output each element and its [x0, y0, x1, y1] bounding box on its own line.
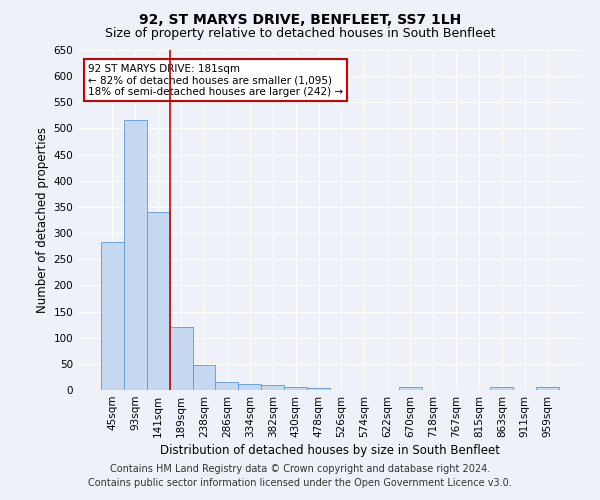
Bar	[170, 327, 193, 390]
X-axis label: Distribution of detached houses by size in South Benfleet: Distribution of detached houses by size …	[160, 444, 500, 457]
Bar	[307, 388, 330, 390]
Text: 92 ST MARYS DRIVE: 181sqm
← 82% of detached houses are smaller (1,095)
18% of se: 92 ST MARYS DRIVE: 181sqm ← 82% of detac…	[88, 64, 343, 97]
Y-axis label: Number of detached properties: Number of detached properties	[36, 127, 49, 313]
Bar	[399, 388, 422, 390]
Bar	[101, 242, 124, 390]
Bar	[490, 388, 513, 390]
Bar	[261, 386, 284, 390]
Bar	[536, 388, 559, 390]
Text: 92, ST MARYS DRIVE, BENFLEET, SS7 1LH: 92, ST MARYS DRIVE, BENFLEET, SS7 1LH	[139, 12, 461, 26]
Bar	[124, 120, 147, 390]
Bar	[147, 212, 170, 390]
Bar	[284, 388, 307, 390]
Bar	[238, 384, 261, 390]
Bar	[193, 366, 215, 390]
Bar	[215, 382, 238, 390]
Text: Size of property relative to detached houses in South Benfleet: Size of property relative to detached ho…	[105, 28, 495, 40]
Text: Contains HM Land Registry data © Crown copyright and database right 2024.
Contai: Contains HM Land Registry data © Crown c…	[88, 464, 512, 487]
